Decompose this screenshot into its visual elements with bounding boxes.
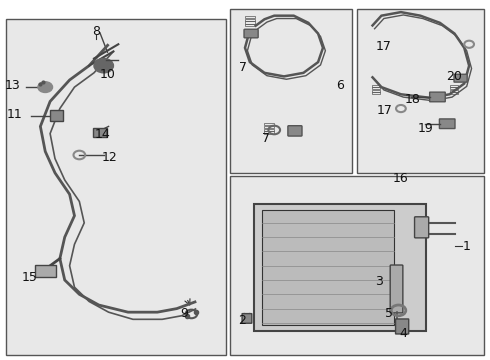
Text: 9: 9 bbox=[181, 307, 189, 320]
FancyBboxPatch shape bbox=[244, 29, 258, 38]
Text: 20: 20 bbox=[446, 70, 463, 83]
FancyBboxPatch shape bbox=[415, 217, 429, 238]
Text: 7: 7 bbox=[262, 132, 270, 145]
Text: 15: 15 bbox=[22, 271, 38, 284]
FancyBboxPatch shape bbox=[440, 119, 455, 129]
Text: 4: 4 bbox=[399, 327, 407, 340]
Text: 17: 17 bbox=[376, 40, 392, 53]
Text: 5: 5 bbox=[385, 307, 392, 320]
Text: 11: 11 bbox=[7, 108, 23, 121]
FancyBboxPatch shape bbox=[357, 9, 484, 173]
Text: 19: 19 bbox=[417, 122, 433, 135]
Text: 14: 14 bbox=[95, 128, 110, 141]
Text: 13: 13 bbox=[4, 79, 20, 92]
Text: 3: 3 bbox=[375, 275, 383, 288]
Text: 17: 17 bbox=[376, 104, 392, 117]
Text: 2: 2 bbox=[238, 314, 245, 327]
FancyBboxPatch shape bbox=[94, 128, 107, 138]
Circle shape bbox=[38, 82, 52, 93]
FancyBboxPatch shape bbox=[230, 176, 484, 355]
Text: 7: 7 bbox=[239, 61, 246, 74]
Circle shape bbox=[94, 59, 114, 73]
FancyBboxPatch shape bbox=[454, 74, 467, 82]
Text: 10: 10 bbox=[99, 68, 116, 81]
FancyBboxPatch shape bbox=[288, 126, 302, 136]
Text: 1: 1 bbox=[463, 240, 470, 253]
FancyBboxPatch shape bbox=[395, 319, 409, 334]
Text: 16: 16 bbox=[393, 172, 409, 185]
FancyBboxPatch shape bbox=[6, 19, 225, 355]
FancyBboxPatch shape bbox=[242, 314, 252, 323]
FancyBboxPatch shape bbox=[230, 9, 352, 173]
FancyBboxPatch shape bbox=[49, 110, 63, 121]
FancyBboxPatch shape bbox=[262, 210, 393, 325]
Text: 6: 6 bbox=[336, 79, 344, 92]
FancyBboxPatch shape bbox=[254, 204, 426, 331]
Text: 18: 18 bbox=[404, 93, 420, 106]
Text: 8: 8 bbox=[93, 25, 100, 38]
FancyBboxPatch shape bbox=[430, 92, 445, 102]
Text: 12: 12 bbox=[102, 151, 118, 164]
FancyBboxPatch shape bbox=[34, 265, 56, 277]
FancyBboxPatch shape bbox=[390, 265, 403, 313]
